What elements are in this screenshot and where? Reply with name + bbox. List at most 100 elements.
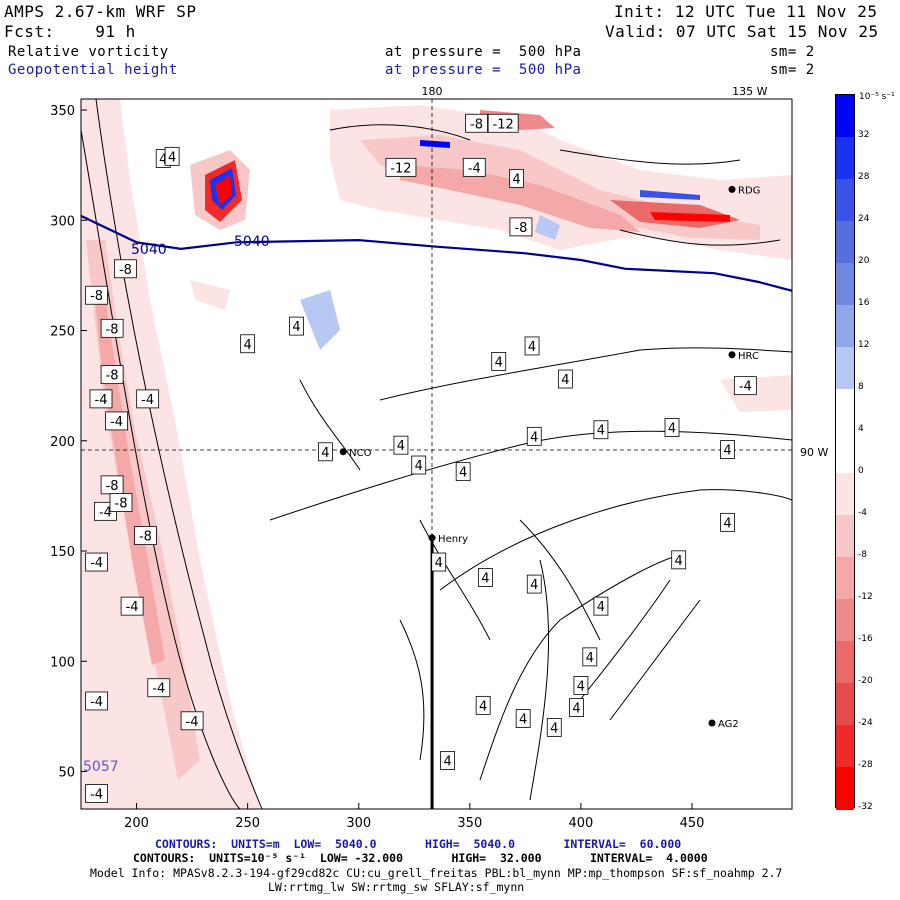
contour-label: -8 <box>139 530 152 545</box>
x-tick-label: 400 <box>569 816 594 831</box>
contour-label: -8 <box>115 497 128 512</box>
field2-level: at pressure = 500 hPa <box>385 62 582 78</box>
colorbar-segment <box>836 599 854 642</box>
contour-label: -4 <box>126 600 139 615</box>
contour-label: -8 <box>106 479 119 494</box>
colorbar-tick-label: -16 <box>858 634 873 644</box>
contour-label: 4 <box>168 150 176 165</box>
contour-label-box <box>89 389 113 409</box>
colorbar-unit: 10⁻⁵ s⁻¹ <box>859 92 895 102</box>
colorbar-segment <box>836 305 854 348</box>
contour-label-box <box>120 596 144 616</box>
colorbar-segment <box>836 767 854 810</box>
colorbar-tick-label: -8 <box>858 550 867 560</box>
contour-label: 4 <box>435 556 443 571</box>
contour-label-box <box>462 157 486 177</box>
contour-label-box <box>100 365 124 385</box>
contour-label-box <box>147 678 171 698</box>
contour-label-box <box>455 462 471 482</box>
contour-label: -4 <box>110 415 123 430</box>
contour-label-box <box>569 698 584 717</box>
contour-label-box <box>593 596 609 616</box>
colorbar-segment <box>836 179 854 222</box>
station-marker <box>339 448 347 456</box>
contour-label: -4 <box>95 393 108 408</box>
contour-label: -4 <box>186 715 199 730</box>
parallel-label: 90 W <box>800 446 828 459</box>
y-tick-label: 150 <box>50 545 75 560</box>
x-tick-label: 450 <box>680 816 705 831</box>
colorbar-tick-label: 32 <box>858 130 870 140</box>
contour-label-box <box>509 217 533 237</box>
height-label: 5040 <box>234 234 270 250</box>
station-label: NCO <box>349 448 371 459</box>
x-tick-label: 200 <box>124 816 149 831</box>
field1-smoothing: sm= 2 <box>770 44 815 60</box>
contour-label: 4 <box>519 713 527 728</box>
field1-name: Relative vorticity <box>8 44 169 60</box>
footer-height-contours: CONTOURS: UNITS=m LOW= 5040.0 HIGH= 5040… <box>155 837 682 851</box>
contour-label: 4 <box>668 422 676 437</box>
colorbar-segment <box>836 221 854 264</box>
contour-label-box <box>85 691 108 711</box>
colorbar-segment <box>836 473 854 516</box>
contour-label: 4 <box>597 600 605 615</box>
vorticity-contours <box>81 99 792 809</box>
contour-label: -8 <box>470 117 483 132</box>
x-tick-label: 250 <box>235 816 260 831</box>
vorticity-shading <box>81 99 792 809</box>
contour-label-box <box>524 336 540 356</box>
contour-label-box <box>515 709 531 728</box>
contour-label-box <box>134 526 157 545</box>
contour-label: -4 <box>90 556 103 571</box>
colorbar-tick-label: 28 <box>858 172 870 182</box>
contour-label: -4 <box>141 393 154 408</box>
contour-label-box <box>385 157 417 177</box>
contour-label-box <box>491 351 507 371</box>
contour-label: 4 <box>459 466 467 481</box>
contour-label: 4 <box>481 571 489 586</box>
contour-label: 4 <box>415 459 423 474</box>
station-marker <box>708 719 716 727</box>
contour-label: 4 <box>577 680 585 695</box>
contour-label-box <box>136 389 160 409</box>
contour-label: 4 <box>512 172 520 187</box>
model-title: AMPS 2.67-km WRF SP <box>4 2 197 21</box>
contour-label-box <box>477 568 493 587</box>
colorbar-segment <box>836 431 854 474</box>
contour-label-box <box>720 440 735 459</box>
contour-label: 4 <box>397 439 405 454</box>
height-edge-label: 5057 <box>83 759 119 775</box>
colorbar-tick-label: -28 <box>858 760 873 770</box>
contour-label: 4 <box>572 702 580 717</box>
contour-label: -4 <box>739 380 752 395</box>
contour-label-box <box>593 420 609 440</box>
contour-label-box <box>105 411 128 431</box>
contour-label: 4 <box>244 338 252 353</box>
colorbar-tick-label: 8 <box>858 382 864 392</box>
colorbar-tick-label: 12 <box>858 340 870 350</box>
colorbar-segment <box>836 515 854 558</box>
x-tick-label: 300 <box>346 816 371 831</box>
colorbar-segment <box>836 683 854 726</box>
contour-label: -4 <box>468 161 481 176</box>
colorbar-segment <box>836 725 854 768</box>
contour-label: 4 <box>723 516 731 531</box>
contour-label-box <box>289 316 304 336</box>
contour-label-box <box>393 435 409 455</box>
colorbar-segment <box>836 137 854 180</box>
colorbar-tick-label: -20 <box>858 676 873 686</box>
colorbar-tick-label: -32 <box>858 802 873 812</box>
contour-label-box <box>180 711 204 731</box>
contour-label-box <box>318 442 333 462</box>
contour-label-box <box>557 369 573 389</box>
station-label: HRC <box>738 351 759 362</box>
contour-label-box <box>526 574 542 594</box>
colorbar-segment <box>836 95 854 138</box>
station-marker <box>728 185 736 193</box>
contour-label-box <box>573 676 589 695</box>
contour-label-box <box>582 647 598 667</box>
field2-smoothing: sm= 2 <box>770 62 815 78</box>
contour-label: 4 <box>292 320 300 335</box>
